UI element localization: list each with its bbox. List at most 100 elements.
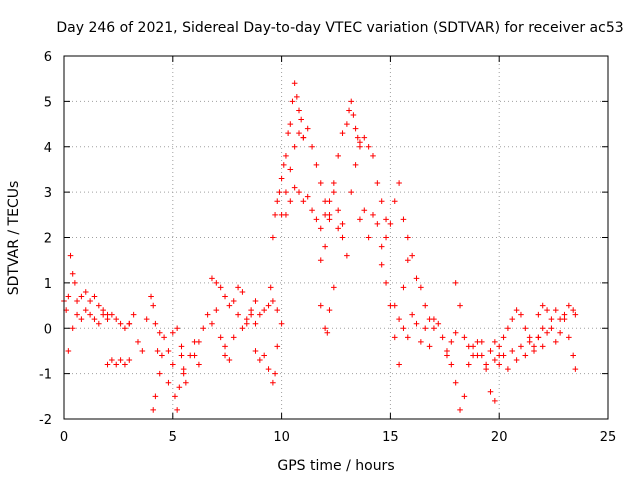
data-point (65, 293, 72, 300)
data-point (470, 352, 476, 359)
data-point (461, 393, 468, 400)
data-point (452, 280, 459, 286)
data-point (552, 339, 559, 345)
data-point (178, 352, 185, 359)
data-point (457, 407, 463, 413)
data-point (518, 311, 524, 318)
data-point (287, 198, 294, 204)
data-point (161, 334, 167, 341)
data-point (117, 320, 124, 327)
data-point (348, 98, 355, 105)
data-point (174, 325, 180, 332)
y-tick-label: 2 (44, 232, 52, 247)
data-point (378, 198, 385, 204)
data-point (252, 320, 259, 327)
data-point (270, 298, 276, 304)
data-point (230, 334, 237, 341)
data-point (69, 271, 76, 277)
data-point (487, 388, 494, 395)
data-point (357, 143, 363, 150)
data-point (122, 361, 128, 368)
data-point (518, 343, 524, 350)
data-point (252, 298, 259, 304)
data-point (126, 320, 133, 327)
data-point (117, 357, 124, 363)
data-point (296, 107, 302, 114)
data-point (278, 320, 285, 327)
data-point (400, 284, 407, 291)
data-point (500, 334, 507, 341)
data-point (317, 302, 324, 309)
data-point (335, 153, 341, 159)
data-point (165, 379, 172, 386)
data-point (191, 352, 198, 359)
data-point (409, 252, 415, 259)
data-point (104, 316, 111, 322)
data-point (274, 198, 281, 204)
data-point (350, 112, 357, 118)
data-point (326, 307, 333, 313)
data-point (239, 289, 246, 295)
data-point (235, 284, 241, 291)
data-point (465, 343, 472, 350)
data-point (552, 307, 559, 313)
data-point (296, 189, 302, 195)
data-point (283, 189, 289, 195)
data-point (309, 207, 315, 214)
data-point (413, 320, 420, 327)
data-point (513, 357, 520, 363)
data-point (396, 180, 402, 186)
data-point (465, 361, 472, 368)
data-point (65, 348, 72, 354)
data-point (539, 302, 546, 309)
data-point (405, 257, 411, 263)
data-point (100, 311, 106, 318)
data-point (522, 325, 529, 332)
data-point (513, 307, 520, 313)
x-tick-label: 0 (60, 430, 68, 445)
x-axis-label: GPS time / hours (277, 458, 394, 474)
data-point (378, 261, 385, 268)
data-point (431, 316, 437, 322)
y-tick-label: 0 (44, 322, 52, 337)
data-point (531, 348, 537, 354)
data-point (478, 352, 485, 359)
data-point (222, 352, 228, 359)
data-point (505, 366, 511, 372)
data-point (154, 348, 161, 354)
data-point (222, 293, 228, 300)
data-point (535, 311, 542, 318)
data-point (448, 339, 455, 345)
data-point (566, 302, 572, 309)
data-point (87, 298, 93, 304)
data-point (82, 307, 89, 313)
data-point (170, 329, 176, 336)
data-point (204, 311, 211, 318)
data-point (391, 334, 398, 341)
data-point (570, 352, 576, 359)
data-point (209, 275, 215, 282)
data-point (87, 311, 93, 318)
data-point (452, 329, 459, 336)
data-point (72, 280, 78, 286)
data-point (178, 343, 185, 350)
data-point (496, 343, 502, 350)
data-point (222, 343, 228, 350)
data-point (322, 212, 328, 218)
data-point (378, 243, 385, 250)
data-point (322, 325, 328, 332)
data-point (326, 198, 333, 204)
data-point (566, 334, 572, 341)
data-point (298, 116, 304, 123)
data-point (130, 311, 137, 318)
x-tick-label: 5 (169, 430, 177, 445)
data-point (405, 334, 411, 341)
data-point (400, 325, 407, 332)
data-point (418, 339, 424, 345)
data-point (230, 298, 237, 304)
data-point (150, 302, 157, 309)
data-point (291, 143, 298, 150)
data-point (409, 311, 415, 318)
x-tick-label: 20 (491, 430, 508, 445)
